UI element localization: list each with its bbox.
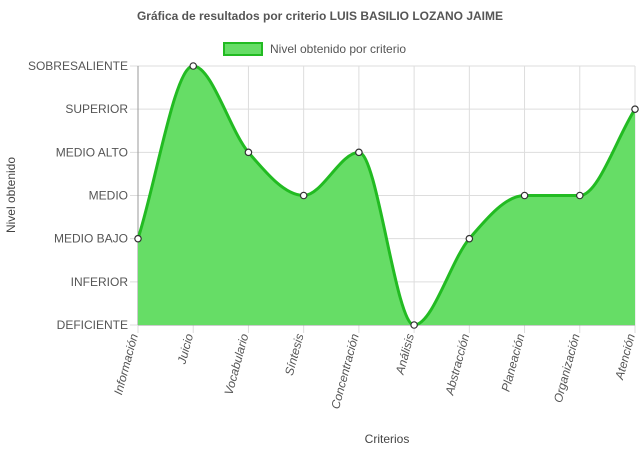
data-point-5[interactable]	[410, 321, 418, 329]
x-tick-label: Análisis	[393, 332, 417, 377]
y-axis-title: Nivel obtenido	[4, 157, 18, 233]
y-tick-label: SUPERIOR	[65, 102, 128, 116]
x-tick-labels: Información Juicio Vocabulario Síntesis Conc…	[111, 332, 638, 411]
legend-label: Nivel obtenido por criterio	[270, 42, 406, 56]
y-tick-labels: DEFICIENTE INFERIOR MEDIO BAJO MEDIO MEDIO A…	[28, 59, 128, 332]
x-tick-label: Atención	[612, 332, 638, 382]
series-line	[136, 64, 637, 327]
chart-title: Gráfica de resultados por criterio LUIS …	[137, 9, 503, 23]
legend[interactable]: Nivel obtenido por criterio	[223, 42, 406, 56]
data-point-2[interactable]	[244, 148, 253, 157]
y-tick-label: SOBRESALIENTE	[28, 59, 128, 73]
y-tick-label: MEDIO	[89, 189, 128, 203]
x-tick-label: Síntesis	[282, 332, 307, 377]
y-tick-label: MEDIO BAJO	[54, 232, 128, 246]
data-point-3[interactable]	[299, 191, 308, 200]
y-tick-label: MEDIO ALTO	[56, 145, 128, 159]
y-tick-label: INFERIOR	[71, 275, 129, 289]
x-tick-label: Abstracción	[442, 332, 472, 397]
area-layer	[136, 64, 637, 327]
y-tick-label: DEFICIENTE	[57, 318, 128, 332]
x-tick-label: Planeación	[499, 332, 528, 393]
data-point-4[interactable]	[355, 148, 363, 157]
data-point-7[interactable]	[520, 191, 529, 200]
series-area	[138, 66, 635, 325]
data-point-0[interactable]	[134, 234, 142, 243]
x-tick-label: Juicio	[174, 332, 196, 367]
data-point-8[interactable]	[575, 191, 584, 200]
x-tick-label: Concentración	[328, 332, 362, 411]
points-layer	[134, 62, 639, 329]
x-tick-label: Vocabulario	[222, 332, 252, 397]
x-tick-label: Información	[111, 332, 141, 396]
legend-swatch	[223, 42, 263, 56]
data-point-9[interactable]	[631, 105, 639, 113]
data-point-6[interactable]	[465, 234, 474, 243]
x-axis-title: Criterios	[365, 432, 410, 446]
data-point-1[interactable]	[189, 62, 198, 70]
x-tick-label: Organización	[551, 332, 583, 404]
